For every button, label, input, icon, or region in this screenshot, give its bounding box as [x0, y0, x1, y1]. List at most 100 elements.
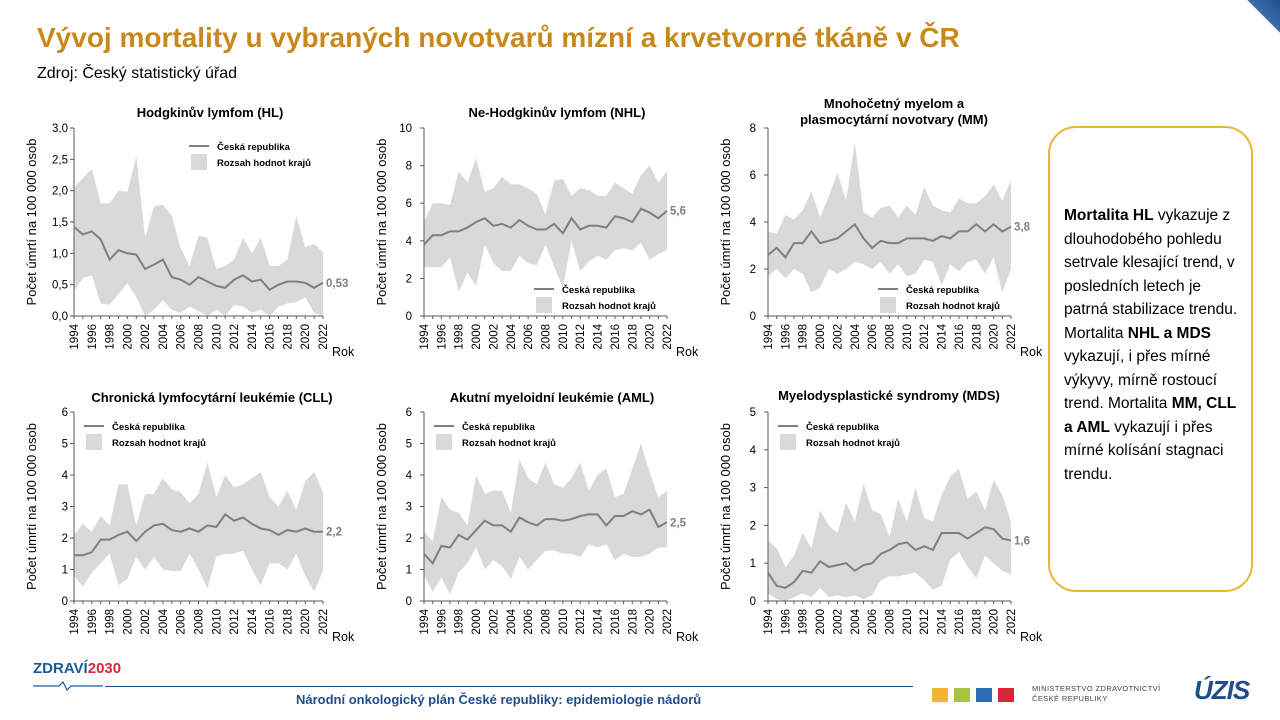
y-tick-label: 0: [62, 596, 68, 608]
ministry-line-1: MINISTERSTVO ZDRAVOTNICTVÍ: [1032, 684, 1161, 693]
x-tick-label: 2018: [627, 609, 639, 635]
x-tick-label: 2022: [1006, 324, 1018, 350]
chart-6: 0 1 2 3 4 5 1994 1996 1998 2000 2002 2004 2006 2008 20…: [718, 388, 1043, 644]
x-tick-label: 1996: [780, 609, 792, 635]
x-tick-label: 2006: [176, 324, 188, 350]
y-tick-label: 2: [406, 533, 412, 545]
x-tick-label: 2022: [662, 324, 674, 350]
legend-label: Rozsah hodnot krajů: [217, 158, 311, 169]
x-tick-label: 2018: [282, 609, 294, 635]
x-tick-label: 1998: [454, 609, 466, 635]
y-tick-label: 1,0: [52, 248, 68, 260]
x-tick-label: 1998: [798, 609, 810, 635]
x-tick-label: 2002: [488, 324, 500, 350]
x-tick-label: 2002: [832, 609, 844, 635]
x-axis-label: Rok: [332, 630, 355, 644]
legend-label: Rozsah hodnot krajů: [562, 301, 656, 312]
x-tick-label: 1996: [780, 324, 792, 350]
legend-band-swatch: [436, 434, 452, 450]
legend-band-swatch: [880, 297, 896, 313]
legend-label: Rozsah hodnot krajů: [112, 438, 206, 449]
y-tick-label: 2: [406, 273, 412, 285]
x-tick-label: 1998: [798, 324, 810, 350]
uzis-logo: ÚZIS: [1194, 675, 1250, 705]
y-tick-label: 1: [406, 565, 412, 577]
x-tick-label: 1994: [763, 608, 775, 634]
series-line: [423, 508, 668, 565]
x-tick-label: 2018: [971, 609, 983, 635]
y-tick-label: 0: [406, 596, 412, 608]
x-tick-label: 2002: [140, 324, 152, 350]
x-tick-label: 2014: [247, 323, 259, 349]
footer-text: Národní onkologický plán České republiky…: [296, 692, 702, 707]
y-tick-label: 1: [62, 565, 68, 577]
y-tick-label: 3,0: [52, 123, 68, 135]
series-line: [73, 226, 324, 291]
x-tick-label: 2022: [318, 324, 330, 350]
y-tick-label: 0: [750, 311, 756, 323]
y-tick-label: 8: [750, 123, 756, 135]
end-value-label: 1,6: [1014, 536, 1030, 548]
legend-band-swatch: [86, 434, 102, 450]
x-tick-label: 2004: [850, 608, 862, 634]
summary-box: Mortalita HL vykazuje z dlouhodobého poh…: [1048, 126, 1253, 592]
legend-label: Česká republika: [906, 284, 980, 296]
x-tick-label: 1996: [87, 324, 99, 350]
y-tick-label: 5: [750, 407, 756, 419]
legend-band-swatch: [536, 297, 552, 313]
x-tick-label: 1994: [419, 608, 431, 634]
heartbeat-icon: [33, 681, 103, 691]
chart-title: Chronická lymfocytární leukémie (CLL): [91, 390, 332, 405]
chart-1: 0,0 0,5 1,0 1,5 2,0 2,5 3,0 1994 1996 1998 2000 200…: [24, 105, 355, 359]
y-tick-label: 10: [399, 123, 412, 135]
x-tick-label: 2022: [1006, 609, 1018, 635]
x-axis-label: Rok: [676, 630, 699, 644]
x-tick-label: 2002: [140, 609, 152, 635]
chart-title: Akutní myeloidní leukémie (AML): [450, 390, 654, 405]
end-value-label: 2,2: [326, 527, 342, 539]
x-tick-label: 2014: [937, 608, 949, 634]
legend-label: Rozsah hodnot krajů: [906, 301, 1000, 312]
x-tick-label: 2018: [282, 324, 294, 350]
x-tick-label: 2006: [176, 609, 188, 635]
x-tick-label: 2014: [937, 323, 949, 349]
legend-label: Rozsah hodnot krajů: [806, 438, 900, 449]
end-value-label: 0,53: [326, 278, 348, 290]
zdravi-2030-logo: ZDRAVÍ2030: [33, 660, 121, 677]
x-tick-label: 1996: [436, 609, 448, 635]
y-tick-label: 2: [62, 533, 68, 545]
x-tick-label: 2018: [971, 324, 983, 350]
series-line: [767, 526, 1012, 589]
x-tick-label: 2010: [211, 609, 223, 635]
x-tick-label: 2004: [158, 323, 170, 349]
summary-run: MM, CLL a AML: [1064, 395, 1236, 436]
summary-run: Mortalita HL: [1064, 207, 1154, 224]
legend-label: Česká republika: [562, 284, 636, 296]
x-tick-label: 2010: [902, 324, 914, 350]
y-tick-label: 0: [750, 596, 756, 608]
x-tick-label: 2014: [593, 608, 605, 634]
chart-5: 0 1 2 3 4 5 6 1994 1996 1998 2000 2002 2004 2006 2008 2…: [374, 390, 699, 644]
x-tick-label: 1998: [105, 324, 117, 350]
x-tick-label: 2016: [610, 609, 622, 635]
x-tick-label: 2012: [229, 609, 241, 635]
x-tick-label: 2022: [662, 609, 674, 635]
legend-label: Česká republika: [462, 421, 536, 433]
y-axis-label: Počet úmrtí na 100 000 osob: [374, 423, 389, 590]
chart-title: Ne-Hodgkinův lymfom (NHL): [469, 105, 646, 120]
x-axis-label: Rok: [676, 345, 699, 359]
y-axis-label: Počet úmrtí na 100 000 osob: [718, 139, 733, 306]
y-tick-label: 4: [62, 470, 69, 482]
x-tick-label: 1994: [419, 323, 431, 349]
x-tick-label: 2012: [229, 324, 241, 350]
summary-run: vykazuje z dlouhodobého pohledu setrvale…: [1064, 207, 1238, 342]
chart-title: plasmocytární novotvary (MM): [800, 112, 988, 127]
legend-label: Česká republika: [112, 421, 186, 433]
x-tick-label: 2010: [211, 324, 223, 350]
x-tick-label: 2000: [815, 324, 827, 350]
ministry-logo-icon: [932, 688, 1014, 702]
series-line: [74, 513, 323, 557]
y-tick-label: 1: [750, 558, 756, 570]
chart-2: 0 2 4 6 8 10 1994 1996 1998 2000 2002 2004 2006 2008 2…: [374, 105, 699, 359]
x-tick-label: 2016: [265, 324, 277, 350]
